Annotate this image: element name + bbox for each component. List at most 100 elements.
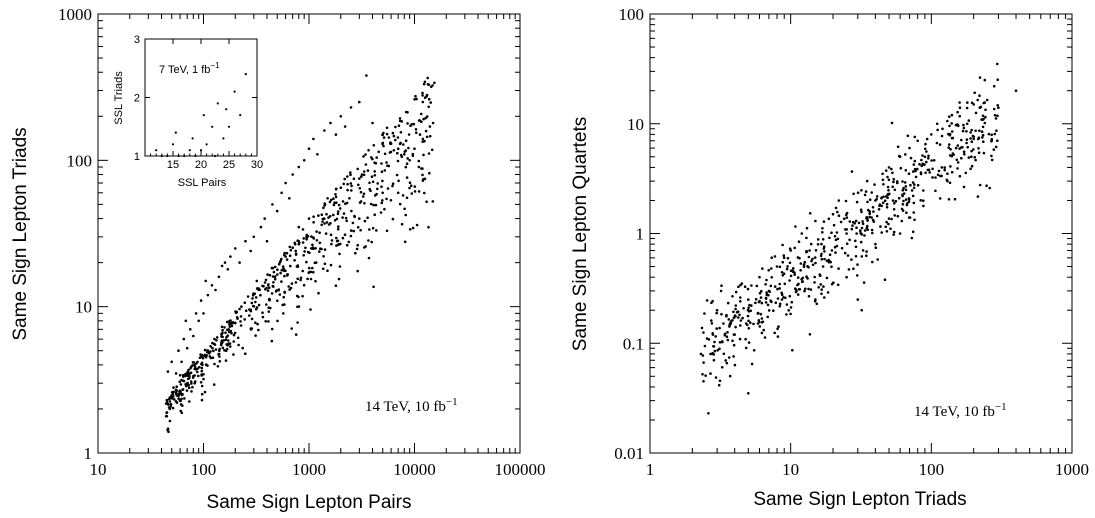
right-point — [922, 189, 925, 192]
right-point — [713, 340, 716, 344]
right-point — [935, 141, 939, 145]
right-point — [709, 372, 712, 375]
right-point — [833, 234, 837, 238]
left-point — [373, 170, 377, 173]
left-point — [356, 243, 360, 247]
right-point — [712, 345, 715, 348]
right-point — [997, 106, 1000, 109]
left-point — [332, 197, 335, 200]
left-point — [264, 320, 268, 323]
right-point — [752, 322, 755, 326]
right-point — [710, 301, 713, 305]
right-point — [901, 203, 905, 206]
right-point — [820, 242, 823, 246]
right-point — [765, 293, 769, 297]
left-point — [307, 147, 311, 150]
left-point — [200, 392, 204, 396]
left-point — [430, 148, 434, 152]
right-point — [832, 281, 835, 285]
left-point — [386, 187, 390, 190]
right-point — [782, 296, 785, 299]
left-point — [330, 242, 333, 246]
right-point — [908, 216, 912, 219]
right-point — [747, 298, 750, 301]
left-point — [359, 190, 363, 194]
left-point — [189, 365, 193, 369]
left-point — [367, 239, 370, 242]
right-point — [782, 254, 786, 257]
right-point — [709, 352, 712, 356]
left-point — [365, 74, 368, 77]
left-point — [323, 203, 327, 206]
left-point — [193, 363, 196, 367]
right-point — [924, 142, 927, 146]
left-point — [412, 122, 416, 126]
left-point — [181, 379, 185, 383]
right-point — [747, 392, 750, 395]
left-point — [372, 203, 375, 207]
right-point — [935, 122, 939, 126]
left-point — [366, 216, 369, 219]
left-point — [350, 209, 353, 213]
left-point — [294, 253, 298, 256]
left-point — [195, 370, 199, 374]
right-point — [861, 222, 865, 226]
right-point — [949, 148, 952, 151]
left-point — [381, 191, 385, 195]
left-point — [404, 165, 408, 169]
left-point — [427, 105, 431, 109]
left-point — [347, 240, 351, 244]
right-point — [893, 214, 896, 217]
left-point — [353, 214, 356, 218]
right-point — [901, 209, 905, 212]
left-point — [312, 221, 315, 224]
left-point — [408, 228, 412, 231]
right-point — [814, 261, 817, 265]
left-point — [413, 147, 416, 150]
right-point — [871, 260, 874, 264]
left-point — [289, 248, 293, 252]
left-point — [180, 411, 184, 415]
right-point — [733, 363, 737, 367]
right-point — [807, 287, 810, 291]
right-point — [994, 145, 998, 149]
right-point — [770, 256, 773, 260]
left-point — [398, 117, 402, 120]
left-point — [193, 374, 196, 377]
left-point — [187, 368, 190, 372]
right-point — [898, 232, 902, 235]
left-point — [275, 209, 279, 213]
left-point — [270, 292, 274, 295]
annotation-left-main: 14 TeV, 10 fb — [365, 399, 446, 415]
right-point — [793, 246, 796, 250]
left-point — [301, 241, 305, 244]
right-point — [946, 172, 949, 175]
right-point — [860, 233, 864, 236]
right-point — [720, 366, 724, 369]
left-point — [252, 305, 256, 308]
left-point — [421, 91, 424, 95]
right-point — [720, 312, 723, 316]
left-point — [367, 256, 371, 260]
right-point — [770, 300, 773, 304]
left-point — [181, 373, 185, 377]
left-point — [313, 261, 317, 265]
left-point — [418, 133, 422, 136]
right-point — [792, 267, 795, 270]
left-point — [369, 189, 372, 192]
left-point — [234, 310, 237, 313]
right-point — [749, 321, 752, 325]
left-point — [298, 241, 301, 244]
inset-point — [244, 73, 247, 76]
right-point — [972, 148, 975, 151]
right-point — [931, 167, 934, 171]
inset-annotation: 7 TeV, 1 fb−1 — [159, 61, 220, 76]
right-point — [788, 294, 792, 298]
left-point — [403, 240, 407, 244]
right-point — [701, 354, 705, 357]
right-point — [744, 337, 747, 341]
right-point — [950, 122, 953, 125]
right-point — [904, 185, 908, 188]
left-point — [288, 245, 292, 249]
